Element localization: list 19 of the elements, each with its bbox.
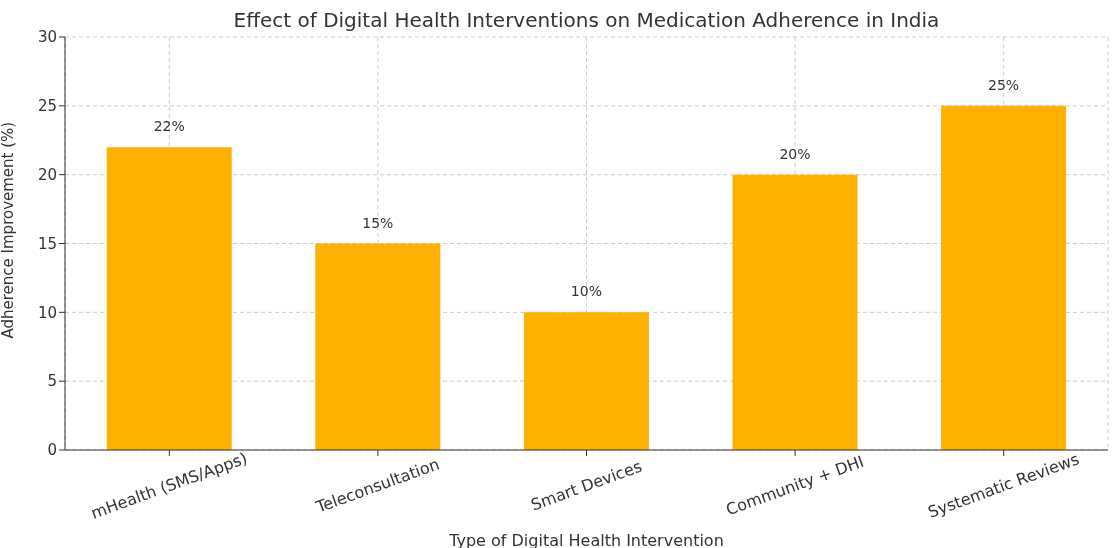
y-tick-label: 5 <box>47 372 57 391</box>
data-label: 25% <box>988 76 1020 93</box>
bar <box>315 243 441 450</box>
y-axis-title: Adherence Improvement (%) <box>0 121 18 339</box>
bar <box>106 147 232 450</box>
y-tick-label: 20 <box>37 165 57 184</box>
y-tick-label: 10 <box>37 303 57 322</box>
y-tick-label: 25 <box>37 97 57 116</box>
chart-title: Effect of Digital Health Interventions on Medication Adherence in India <box>232 7 941 32</box>
y-tick-label: 0 <box>47 441 57 460</box>
data-label: 22% <box>153 118 185 135</box>
y-tick-label: 30 <box>37 28 57 47</box>
data-label: 15% <box>362 214 394 231</box>
bar <box>523 312 649 450</box>
data-label: 20% <box>779 145 811 162</box>
bar <box>732 174 858 450</box>
bar <box>941 105 1067 450</box>
y-tick-label: 15 <box>37 234 57 253</box>
data-label: 10% <box>570 283 602 300</box>
